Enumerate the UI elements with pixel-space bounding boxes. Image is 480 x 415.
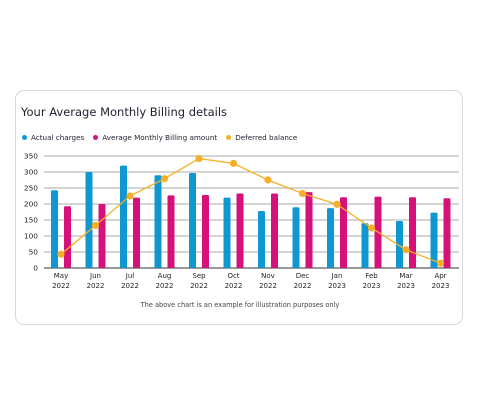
x-tick-year-2: 2022 — [121, 282, 139, 290]
bar-average-monthly-billing-amount-4 — [202, 195, 209, 268]
legend-item-actual-charges: Actual charges — [22, 133, 84, 142]
x-tick-label-10: Mar — [399, 272, 412, 280]
bar-actual-charges-6 — [258, 211, 265, 268]
point-deferred-balance-0 — [57, 250, 65, 258]
point-deferred-balance-8 — [333, 200, 341, 208]
legend-swatch-average-monthly-billing — [93, 134, 99, 140]
y-tick-label-200: 200 — [24, 200, 38, 209]
point-deferred-balance-10 — [402, 246, 410, 254]
x-tick-year-1: 2022 — [87, 282, 105, 290]
bar-average-monthly-billing-amount-5 — [236, 193, 244, 268]
x-tick-label-11: Apr — [434, 272, 446, 280]
x-tick-year-6: 2022 — [259, 282, 277, 290]
x-tick-label-5: Oct — [227, 272, 239, 280]
bar-average-monthly-billing-amount-3 — [167, 195, 175, 268]
bar-actual-charges-7 — [292, 207, 300, 268]
x-tick-label-0: May — [54, 272, 68, 280]
legend-item-average-monthly-billing: Average Monthly Billing amount — [93, 133, 217, 142]
bar-average-monthly-billing-amount-10 — [409, 197, 416, 268]
bar-actual-charges-3 — [154, 175, 162, 268]
legend-item-deferred-balance: Deferred balance — [226, 133, 297, 142]
legend-label-deferred-balance: Deferred balance — [235, 132, 298, 142]
y-tick-label-0: 0 — [33, 264, 38, 273]
bar-actual-charges-2 — [120, 165, 127, 268]
x-tick-label-9: Feb — [365, 272, 378, 280]
x-tick-year-3: 2022 — [156, 282, 174, 290]
bar-actual-charges-8 — [327, 208, 334, 268]
bar-actual-charges-5 — [223, 197, 231, 268]
bar-average-monthly-billing-amount-8 — [340, 197, 347, 268]
x-tick-label-8: Jan — [331, 272, 343, 280]
bar-actual-charges-10 — [396, 220, 403, 268]
chart-title: Your Average Monthly Billing details — [21, 105, 228, 119]
bar-average-monthly-billing-amount-0 — [64, 206, 71, 268]
y-tick-label-150: 150 — [24, 216, 38, 225]
x-tick-year-0: 2022 — [52, 282, 70, 290]
point-deferred-balance-1 — [91, 221, 100, 230]
point-deferred-balance-5 — [229, 159, 238, 167]
bar-average-monthly-billing-amount-6 — [271, 193, 278, 268]
legend-label-actual-charges: Actual charges — [31, 132, 85, 142]
bar-actual-charges-0 — [51, 190, 58, 268]
bar-actual-charges-11 — [430, 212, 438, 268]
point-deferred-balance-6 — [264, 176, 272, 184]
x-tick-label-7: Dec — [296, 272, 310, 280]
bar-actual-charges-1 — [85, 172, 93, 268]
legend-label-average-monthly-billing: Average Monthly Billing amount — [102, 132, 218, 142]
y-tick-label-350: 350 — [24, 152, 38, 161]
point-deferred-balance-4 — [195, 154, 203, 163]
x-tick-year-9: 2023 — [363, 282, 381, 290]
y-tick-label-250: 250 — [24, 184, 38, 193]
x-tick-year-4: 2022 — [190, 282, 208, 290]
x-tick-label-6: Nov — [261, 272, 275, 280]
chart-footnote: The above chart is an example for illust… — [140, 301, 340, 309]
x-tick-year-5: 2022 — [225, 282, 243, 290]
bar-average-monthly-billing-amount-11 — [443, 198, 451, 268]
legend-swatch-deferred-balance — [226, 134, 232, 140]
chart-legend: Actual charges Average Monthly Billing a… — [22, 131, 306, 143]
bar-average-monthly-billing-amount-1 — [98, 204, 106, 268]
x-tick-year-7: 2022 — [294, 282, 312, 290]
x-tick-year-8: 2023 — [328, 282, 346, 290]
bar-actual-charges-4 — [189, 172, 196, 268]
bar-average-monthly-billing-amount-7 — [305, 192, 313, 268]
x-tick-label-1: Jun — [89, 272, 101, 280]
point-deferred-balance-3 — [160, 175, 169, 183]
x-tick-label-4: Sep — [192, 272, 206, 280]
bar-actual-charges-9 — [361, 223, 369, 268]
point-deferred-balance-2 — [126, 192, 134, 200]
point-deferred-balance-7 — [298, 189, 307, 198]
y-tick-label-300: 300 — [24, 168, 38, 177]
x-tick-year-11: 2023 — [432, 282, 450, 290]
y-tick-label-50: 50 — [29, 248, 39, 257]
bar-average-monthly-billing-amount-2 — [133, 197, 140, 268]
point-deferred-balance-9 — [367, 224, 376, 232]
y-tick-label-100: 100 — [24, 232, 38, 241]
x-tick-year-10: 2023 — [397, 282, 415, 290]
x-tick-label-2: Jul — [125, 272, 135, 280]
line-deferred-balance — [60, 157, 441, 264]
x-tick-label-3: Aug — [158, 272, 172, 280]
point-deferred-balance-11 — [436, 259, 445, 267]
legend-swatch-actual-charges — [22, 134, 27, 140]
